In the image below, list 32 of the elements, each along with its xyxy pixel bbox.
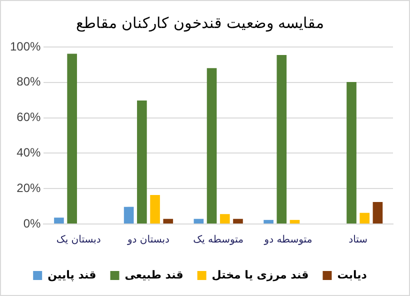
bar: [290, 220, 300, 224]
legend-label: قند مرزی یا مختل: [212, 268, 309, 282]
x-tick-label: دبستان دو: [126, 234, 170, 246]
bar: [194, 218, 204, 224]
y-tick-label: 0%: [23, 216, 42, 230]
bar: [150, 194, 160, 224]
bar: [346, 82, 356, 224]
bar: [233, 218, 243, 224]
y-tick-label: 60%: [16, 110, 42, 124]
bar: [276, 54, 287, 224]
x-tick-label: ستاد: [348, 234, 368, 246]
bar: [372, 202, 383, 224]
y-tick-label: 20%: [16, 180, 42, 195]
bar: [264, 220, 274, 224]
bar: [124, 206, 134, 224]
chart-title: مقایسه وضعیت قندخون کارکنان مقاطع: [76, 14, 324, 32]
x-tick-label: متوسطه دو: [263, 234, 312, 246]
bar: [54, 218, 64, 224]
bar: [137, 100, 147, 224]
bar: [220, 214, 230, 224]
x-tick-label: متوسطه یک: [193, 234, 244, 246]
bar: [360, 212, 370, 224]
legend-label: قند طبیعی: [124, 268, 184, 282]
legend-label: قند پایین: [48, 268, 96, 282]
bar: [206, 68, 217, 224]
y-tick-label: 100%: [10, 39, 42, 54]
bar: [67, 54, 77, 224]
bar: [163, 218, 174, 224]
y-tick-label: 80%: [16, 74, 42, 89]
x-tick-label: دبستان یک: [56, 234, 101, 246]
legend-label: دیابت: [337, 268, 368, 282]
y-tick-label: 40%: [16, 146, 42, 160]
